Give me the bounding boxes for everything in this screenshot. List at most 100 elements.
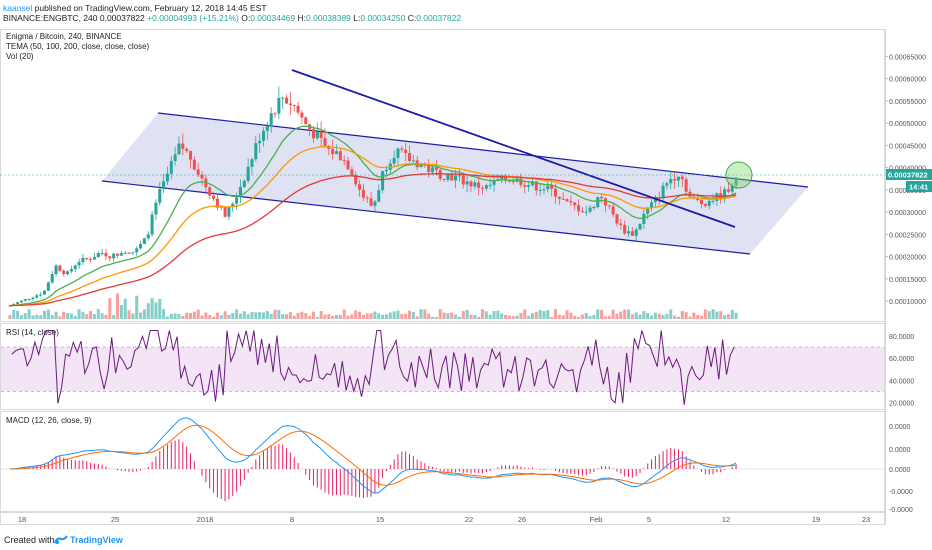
rsi-pane[interactable] [0,323,885,410]
tradingview-brand[interactable]: TradingView [70,535,123,545]
volume-bar [323,314,327,319]
chart-svg[interactable]: Enigma / Bitcoin, 240, BINANCE TEMA (50,… [0,25,932,530]
rsi-tick-label: 40.0000 [889,378,914,385]
candle-body [273,113,277,115]
volume-bar [242,311,246,319]
volume-bar [377,313,381,319]
candle-body [342,160,346,162]
candle-body [261,130,266,141]
volume-bar [215,312,219,319]
time-tick-label: 15 [376,515,384,524]
candle-body [31,297,35,299]
candle-body [254,143,258,160]
volume-bar [707,311,711,319]
time-tick-label: 8 [290,515,294,524]
tema-line [9,125,737,307]
volume-bar [619,311,623,319]
volume-bar [181,315,185,319]
candle-body [73,265,77,270]
chart-area[interactable]: Enigma / Bitcoin, 240, BINANCE TEMA (50,… [0,25,932,530]
time-axis[interactable] [0,512,885,525]
candle-body [196,169,200,175]
volume-bar [365,313,369,319]
volume-bar [696,315,700,319]
breakout-highlight [725,161,753,189]
volume-bar [538,310,542,319]
volume-bar [411,311,415,319]
volume-bar [311,311,315,319]
candle-body [311,129,315,139]
volume-bar [569,312,573,319]
volume-bar [16,310,20,319]
volume-bar [381,314,385,319]
candle-body [96,253,100,258]
candle-body [334,151,339,155]
candle-body [269,113,273,127]
candle-body [484,185,488,189]
volume-bar [434,316,438,319]
volume-bar [158,298,162,319]
candle-body [250,159,254,167]
volume-bar [108,298,112,319]
time-tick-label: 23 [862,515,870,524]
candle-body [519,178,523,186]
close-label: C: [407,13,417,23]
volume-bar [665,313,669,319]
channel-top-line [157,112,809,188]
tradingview-logo-icon[interactable] [54,534,68,546]
author-link[interactable]: kaansel [3,3,33,13]
candle-body [626,231,631,234]
candle-body [169,161,173,174]
candle-body [638,223,642,230]
candle-body [285,97,289,104]
candle-body [54,265,58,274]
candle-body [338,151,342,161]
volume-bar [8,315,12,319]
price-axis[interactable]: 0.00065000 0.00060000 0.00055000 0.00050000… [885,54,926,306]
volume-bar [615,313,619,319]
volume-bar [646,312,650,319]
candle-body [154,202,158,215]
candle-body [634,229,638,236]
volume-bar [703,309,707,319]
volume-bar [66,313,70,319]
candle-body [66,271,70,275]
candle-body [596,196,600,207]
volume-bar [334,315,339,319]
price-tick-label: 0.00050000 [889,121,926,128]
candle-body [39,294,43,296]
volume-bar [361,314,365,319]
candle-body [480,187,485,189]
volume-bar [557,314,561,319]
volume-bar [35,314,39,319]
candle-body [104,252,108,257]
candle-body [384,169,388,172]
candle-body [219,206,223,208]
time-tick-label: 19 [812,515,820,524]
published-text: published on TradingView.com, February 1… [32,3,267,13]
macd-line [9,417,737,494]
volume-bar [231,313,235,319]
volume-bar [131,313,135,319]
candle-body [707,200,711,206]
created-with-label: Created with [4,535,55,545]
volume-bar [331,315,335,319]
candle-body [577,205,581,212]
main-pane[interactable] [0,29,885,322]
candle-body [296,105,300,113]
candle-body [77,262,81,266]
candle-body [661,185,665,199]
candle-body [361,189,365,198]
macd-pane[interactable] [0,411,885,512]
candle-body [446,174,450,180]
candle-body [350,169,354,175]
candle-body [730,185,734,192]
candle-body [603,198,607,206]
signal-line [9,424,737,486]
volume-bar [119,304,123,319]
volume-bar [561,315,565,319]
volume-bar [319,310,323,319]
time-tick-label: 5 [647,515,651,524]
volume-bar [534,311,538,319]
candle-body [300,112,304,118]
